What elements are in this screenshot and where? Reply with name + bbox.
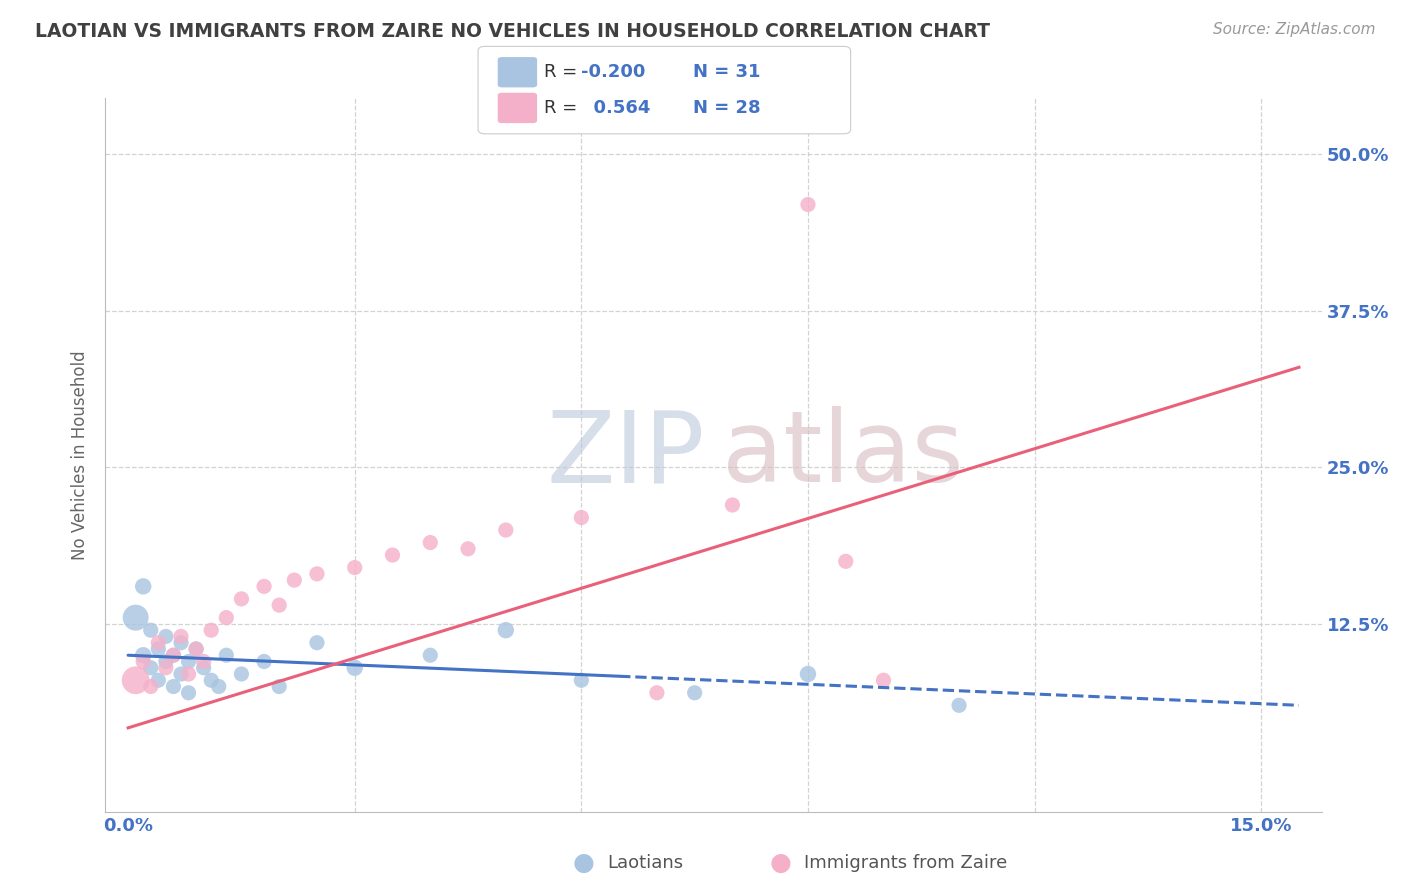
Point xyxy=(155,655,177,669)
Point xyxy=(215,648,238,663)
Point xyxy=(139,661,162,675)
Point xyxy=(231,667,253,681)
Point xyxy=(148,673,170,688)
Point xyxy=(495,623,517,637)
Point xyxy=(343,560,366,574)
Text: Laotians: Laotians xyxy=(607,854,683,871)
Point xyxy=(170,636,193,650)
Text: Immigrants from Zaire: Immigrants from Zaire xyxy=(804,854,1008,871)
Point xyxy=(797,197,820,211)
Point xyxy=(269,680,291,694)
Point xyxy=(170,667,193,681)
Point xyxy=(569,510,592,524)
Point xyxy=(155,630,177,644)
Text: atlas: atlas xyxy=(723,407,963,503)
Point xyxy=(177,655,200,669)
Point xyxy=(193,661,215,675)
Point xyxy=(948,698,970,713)
Point xyxy=(253,579,276,593)
Text: ZIP: ZIP xyxy=(547,407,704,503)
Point xyxy=(184,642,207,657)
Point xyxy=(193,655,215,669)
Text: R =: R = xyxy=(544,63,583,81)
Point xyxy=(283,573,305,587)
Point xyxy=(208,680,231,694)
Point xyxy=(124,610,146,624)
Point xyxy=(177,686,200,700)
Text: N = 31: N = 31 xyxy=(693,63,761,81)
Point xyxy=(148,642,170,657)
Point xyxy=(132,579,155,593)
Point xyxy=(162,680,184,694)
Point xyxy=(139,623,162,637)
Point xyxy=(132,655,155,669)
Text: N = 28: N = 28 xyxy=(693,99,761,117)
Point xyxy=(170,630,193,644)
Point xyxy=(139,680,162,694)
Point xyxy=(495,523,517,537)
Point xyxy=(124,673,146,688)
Point xyxy=(419,648,441,663)
Point xyxy=(231,591,253,606)
Point xyxy=(162,648,184,663)
Point xyxy=(797,667,820,681)
Point xyxy=(381,548,404,562)
Point xyxy=(155,661,177,675)
Point xyxy=(215,610,238,624)
Point xyxy=(419,535,441,549)
Point xyxy=(645,686,668,700)
Point xyxy=(872,673,894,688)
Point xyxy=(269,598,291,612)
Point xyxy=(132,648,155,663)
Y-axis label: No Vehicles in Household: No Vehicles in Household xyxy=(72,350,90,560)
Text: ●: ● xyxy=(769,851,792,874)
Point xyxy=(200,673,222,688)
Point xyxy=(457,541,479,556)
Text: R =: R = xyxy=(544,99,583,117)
Point xyxy=(343,661,366,675)
Point xyxy=(162,648,184,663)
Text: -0.200: -0.200 xyxy=(581,63,645,81)
Point xyxy=(253,655,276,669)
Text: LAOTIAN VS IMMIGRANTS FROM ZAIRE NO VEHICLES IN HOUSEHOLD CORRELATION CHART: LAOTIAN VS IMMIGRANTS FROM ZAIRE NO VEHI… xyxy=(35,22,990,41)
Point xyxy=(148,636,170,650)
Point xyxy=(177,667,200,681)
Point xyxy=(569,673,592,688)
Text: 0.564: 0.564 xyxy=(581,99,650,117)
Point xyxy=(835,554,858,568)
Point xyxy=(305,566,328,581)
Text: Source: ZipAtlas.com: Source: ZipAtlas.com xyxy=(1212,22,1375,37)
Point xyxy=(184,642,207,657)
Point xyxy=(721,498,744,512)
Text: ●: ● xyxy=(572,851,595,874)
Point xyxy=(200,623,222,637)
Point xyxy=(305,636,328,650)
Point xyxy=(683,686,706,700)
